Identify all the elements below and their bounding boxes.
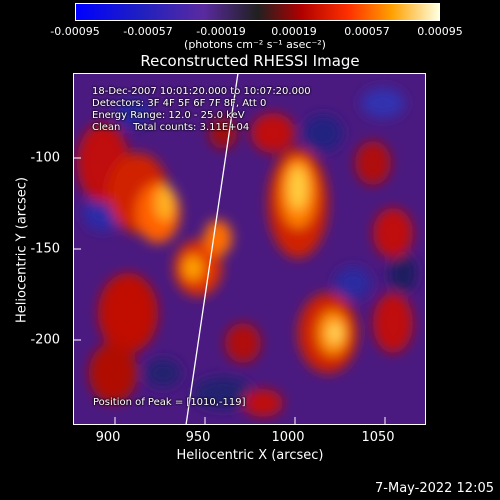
solar-limb-line (185, 72, 239, 426)
x-tick-label: 1050 (361, 430, 395, 445)
rhessi-image (73, 72, 426, 426)
colorbar-tick-label: -0.00019 (196, 25, 246, 38)
colorbar-gradient (76, 4, 439, 20)
colorbar-tick-label: -0.00095 (50, 25, 100, 38)
observation-info-line: Energy Range: 12.0 - 25.0 keV (92, 110, 245, 121)
rhessi-image-canvas (73, 72, 426, 426)
generation-date-stamp: 7-May-2022 12:05 (375, 481, 494, 496)
observation-info-line: 18-Dec-2007 10:01:20.000 to 10:07:20.000 (92, 86, 311, 97)
colorbar-tick-label: 0.00095 (417, 25, 463, 38)
peak-position-label: Position of Peak = [1010,-119] (93, 397, 246, 408)
y-axis-label: Heliocentric Y (arcsec) (14, 177, 30, 323)
y-tick-label: -150 (30, 241, 60, 257)
colorbar-tick-label: 0.00057 (344, 25, 390, 38)
observation-info-line: Clean Total counts: 3.11E+04 (92, 122, 250, 133)
plot-title: Reconstructed RHESSI Image (140, 52, 360, 70)
colorbar (75, 3, 440, 21)
x-tick-label: 900 (95, 430, 121, 445)
colorbar-tick-label: -0.00057 (123, 25, 173, 38)
colorbar-tick-label: 0.00019 (271, 25, 317, 38)
colorbar-units-label: (photons cm⁻² s⁻¹ asec⁻²) (184, 38, 326, 51)
x-axis-label: Heliocentric X (arcsec) (176, 448, 324, 463)
x-tick-label: 1000 (271, 430, 305, 445)
x-tick-label: 950 (185, 430, 211, 445)
y-tick-label: -200 (30, 332, 60, 348)
observation-info-line: Detectors: 3F 4F 5F 6F 7F 8F, Att 0 (92, 98, 267, 109)
y-tick-label: -100 (30, 150, 60, 166)
